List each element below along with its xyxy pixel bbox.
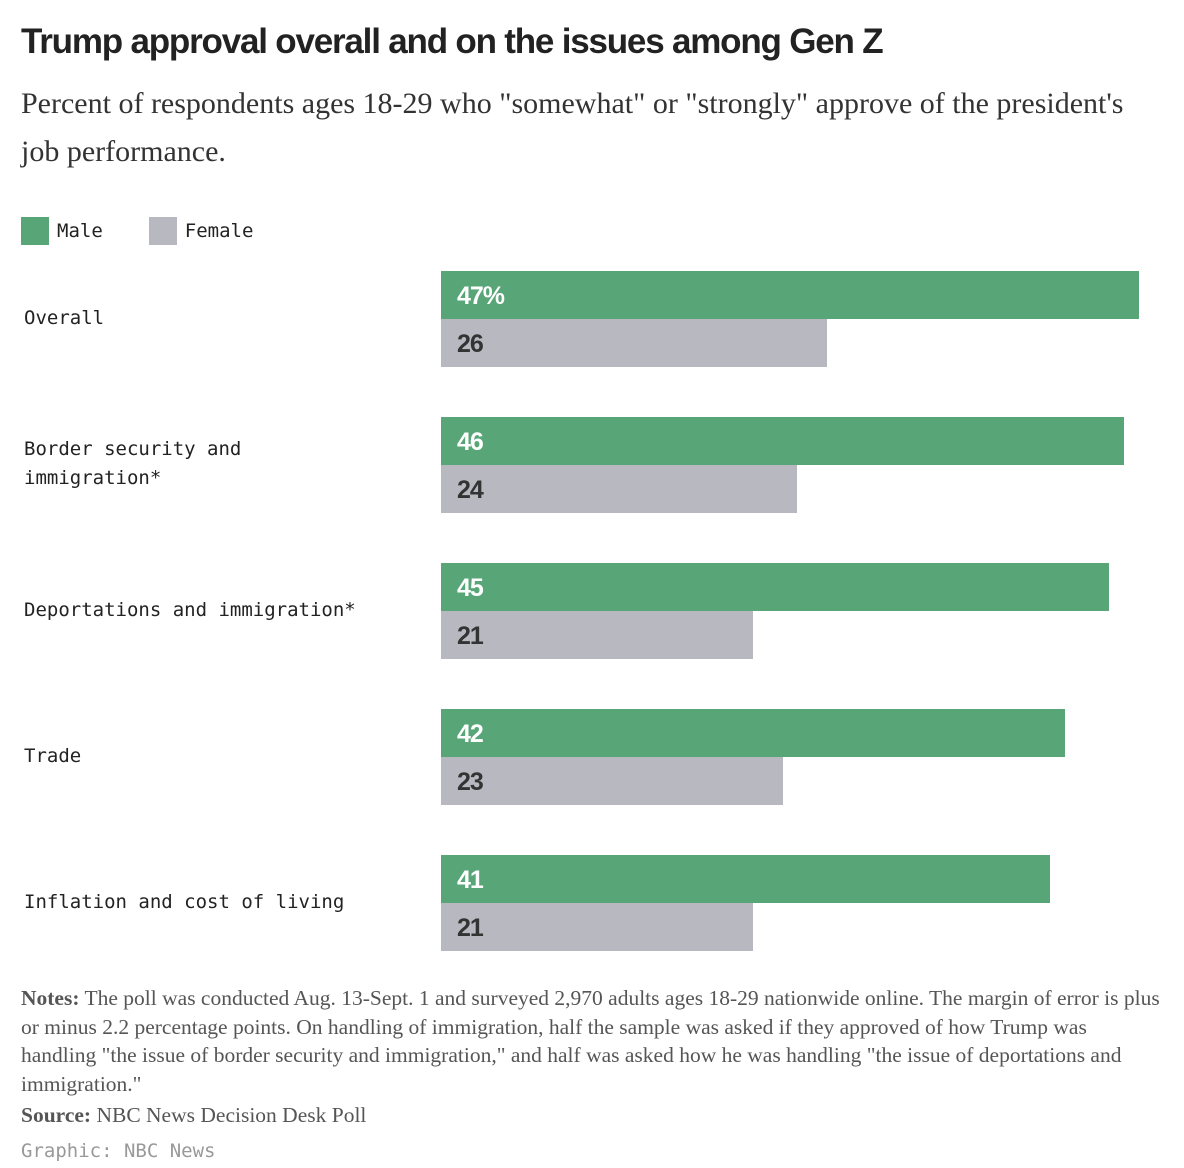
bar-male — [441, 709, 1065, 757]
bar-female — [441, 319, 828, 367]
chart-subtitle: Percent of respondents ages 18-29 who "s… — [21, 87, 1124, 168]
legend-item-female: Female — [148, 217, 254, 245]
chart-title: Trump approval overall and on the issues… — [21, 22, 884, 61]
data-label-male: 45 — [457, 574, 484, 602]
bar-male — [441, 563, 1110, 611]
legend-item-male: Male — [21, 217, 103, 245]
category-label: Trade — [24, 744, 82, 767]
notes-text: The poll was conducted Aug. 13-Sept. 1 a… — [21, 986, 1160, 1096]
bar-male — [441, 855, 1050, 903]
bar-chart: Overall 47% 26 Border security and immigrat… — [0, 260, 1184, 960]
data-label-female: 21 — [457, 622, 484, 650]
legend: Male Female — [21, 217, 299, 245]
category-label: Deportations and immigration* — [24, 598, 356, 621]
notes: Notes: The poll was conducted Aug. 13-Se… — [21, 984, 1161, 1098]
bar-male — [441, 417, 1125, 465]
notes-label: Notes: — [21, 986, 80, 1010]
data-label-male: 46 — [457, 428, 484, 456]
source-label: Source: — [21, 1103, 92, 1127]
category-label: Inflation and cost of living — [24, 890, 345, 913]
data-label-female: 24 — [457, 476, 484, 504]
data-label-male: 42 — [457, 720, 484, 748]
category-label: Overall — [24, 306, 105, 329]
data-label-female: 26 — [457, 330, 484, 358]
legend-label-male: Male — [57, 220, 103, 242]
data-label-male: 47% — [457, 282, 505, 310]
category-label: Border security and immigration* — [24, 438, 242, 489]
legend-swatch-female — [148, 217, 177, 245]
bar-female — [441, 903, 753, 951]
graphic-credit: Graphic: NBC News — [21, 1140, 216, 1162]
data-label-female: 21 — [457, 914, 484, 942]
source-text: NBC News Decision Desk Poll — [91, 1103, 367, 1127]
legend-swatch-male — [21, 217, 49, 245]
data-label-female: 23 — [457, 768, 484, 796]
source: Source: NBC News Decision Desk Poll — [21, 1103, 366, 1128]
bar-female — [441, 465, 798, 513]
data-label-male: 41 — [457, 866, 484, 894]
bar-male — [441, 271, 1139, 319]
bar-female — [441, 757, 783, 805]
bar-female — [441, 611, 753, 659]
legend-label-female: Female — [184, 220, 254, 242]
